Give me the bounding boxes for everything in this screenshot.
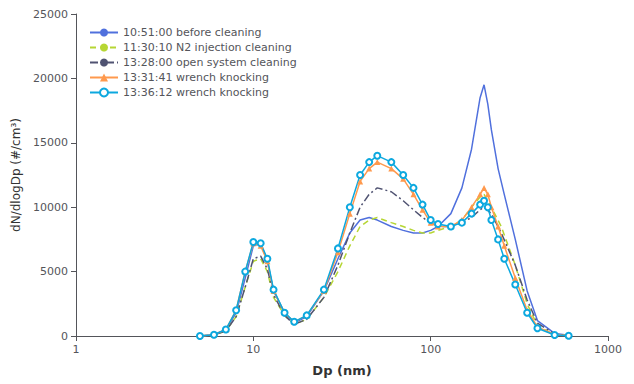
- svg-text:1000: 1000: [594, 343, 622, 356]
- svg-text:100: 100: [420, 343, 441, 356]
- svg-text:10:51:00 before cleaning: 10:51:00 before cleaning: [123, 26, 261, 39]
- svg-text:11:30:10 N2 injection cleaning: 11:30:10 N2 injection cleaning: [123, 41, 292, 54]
- svg-text:25000: 25000: [33, 8, 68, 21]
- svg-text:10000: 10000: [33, 201, 68, 214]
- svg-text:15000: 15000: [33, 136, 68, 149]
- svg-text:5000: 5000: [40, 265, 68, 278]
- svg-text:13:28:00 open system cleaning: 13:28:00 open system cleaning: [123, 56, 297, 69]
- svg-text:13:36:12 wrench knocking: 13:36:12 wrench knocking: [123, 86, 269, 99]
- svg-text:0: 0: [61, 330, 68, 343]
- svg-text:20000: 20000: [33, 72, 68, 85]
- svg-text:dN/dlogDp (#/cm³): dN/dlogDp (#/cm³): [9, 118, 23, 232]
- svg-text:13:31:41 wrench knocking: 13:31:41 wrench knocking: [123, 71, 269, 84]
- svg-text:10: 10: [246, 343, 260, 356]
- svg-text:1: 1: [73, 343, 80, 356]
- svg-text:Dp (nm): Dp (nm): [312, 363, 371, 378]
